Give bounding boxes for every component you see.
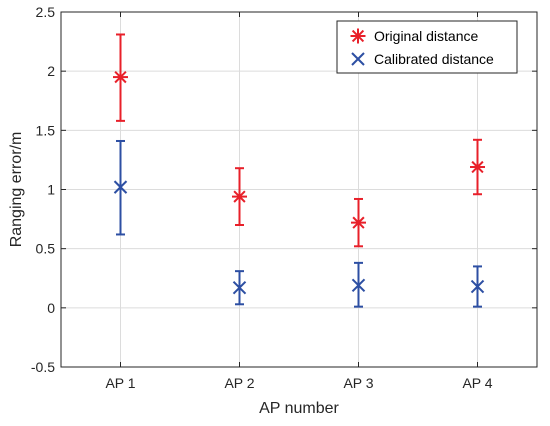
- data-point: [351, 215, 366, 231]
- x-tick-label: AP 2: [224, 375, 254, 391]
- data-point: [113, 69, 128, 85]
- y-tick-label: 2: [47, 63, 55, 79]
- y-tick-label: 0: [47, 300, 55, 316]
- data-point: [232, 281, 247, 295]
- legend-box: [336, 20, 518, 74]
- x-tick-label: AP 3: [343, 375, 373, 391]
- legend-label: Calibrated distance: [374, 51, 494, 67]
- data-point: [351, 278, 366, 293]
- y-axis-title: Ranging error/m: [8, 132, 25, 248]
- series-calibrated-distance: [113, 139, 485, 308]
- y-tick-label: 1: [47, 182, 55, 198]
- data-point: [470, 279, 485, 294]
- y-tick-label: 2.5: [36, 4, 56, 20]
- series-layer: [113, 33, 485, 308]
- tick-layer: -0.5 0 0.5 1 1.5 2 2.5 AP 1 AP 2 AP 3 AP 4: [31, 4, 537, 391]
- data-point: [113, 180, 128, 194]
- data-point: [470, 159, 485, 175]
- legend-marker: [350, 28, 366, 44]
- x-tick-label: AP 1: [105, 375, 135, 391]
- series-original-distance: [113, 33, 485, 248]
- y-tick-label: 1.5: [36, 122, 56, 138]
- x-axis-title: AP number: [259, 400, 339, 417]
- legend-marker: [351, 52, 365, 66]
- legend-label: Original distance: [374, 28, 478, 44]
- y-tick-label: -0.5: [31, 359, 55, 375]
- x-tick-label: AP 4: [462, 375, 492, 391]
- data-point: [232, 189, 247, 205]
- legend: Original distance Calibrated distance: [336, 20, 518, 74]
- y-tick-label: 0.5: [36, 241, 56, 257]
